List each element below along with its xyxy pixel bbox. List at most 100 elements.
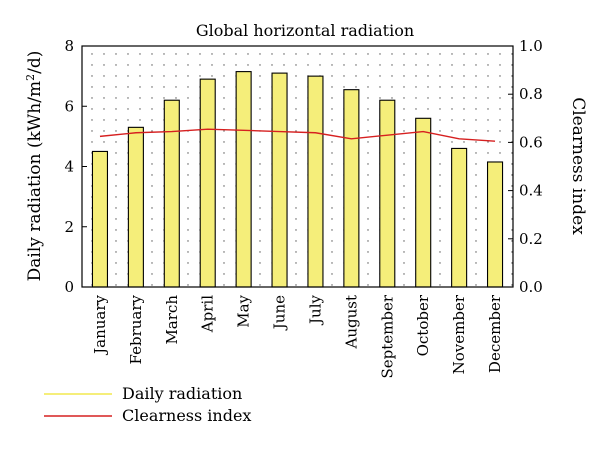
grid-dot <box>115 251 117 253</box>
grid-dot <box>367 163 369 165</box>
grid-dot <box>187 163 189 165</box>
grid-dot <box>331 141 333 143</box>
grid-dot <box>259 229 261 231</box>
grid-dot <box>103 141 105 143</box>
grid-dot <box>115 108 117 110</box>
grid-dot <box>499 108 501 110</box>
grid-dot <box>151 130 153 132</box>
right-tick-label: 0.4 <box>519 182 543 200</box>
grid-dot <box>115 218 117 220</box>
bar-january <box>91 150 109 288</box>
grid-dot <box>223 185 225 187</box>
bar-may <box>235 71 252 288</box>
grid-dot <box>331 207 333 209</box>
grid-dot <box>91 75 93 77</box>
grid-dot <box>367 229 369 231</box>
grid-dot <box>175 53 177 55</box>
grid-dot <box>103 75 105 77</box>
grid-dot <box>511 119 513 121</box>
legend-daily-radiation-label: Daily radiation <box>122 384 242 403</box>
grid-dot <box>91 130 93 132</box>
grid-dot <box>427 108 429 110</box>
grid-dot <box>439 273 441 275</box>
category-label-may: May <box>235 294 253 327</box>
grid-dot <box>283 53 285 55</box>
right-axis-label: Clearness index <box>568 97 588 235</box>
grid-dot <box>427 86 429 88</box>
left-tick-label: 0 <box>64 278 74 296</box>
grid-dot <box>199 53 201 55</box>
grid-dot <box>271 64 273 66</box>
grid-dot <box>115 130 117 132</box>
grid-dot <box>439 141 441 143</box>
grid-dot <box>115 284 117 286</box>
grid-dot <box>439 174 441 176</box>
grid-dot <box>259 251 261 253</box>
grid-dot <box>475 86 477 88</box>
grid-dot <box>403 130 405 132</box>
grid-dot <box>439 108 441 110</box>
grid-dot <box>259 196 261 198</box>
grid-dot <box>403 141 405 143</box>
grid-dot <box>427 97 429 99</box>
grid-dot <box>295 97 297 99</box>
grid-dot <box>475 152 477 154</box>
grid-dot <box>259 97 261 99</box>
grid-dot <box>439 119 441 121</box>
grid-dot <box>139 119 141 121</box>
grid-dot <box>451 86 453 88</box>
grid-dot <box>511 97 513 99</box>
grid-dot <box>511 229 513 231</box>
grid-dot <box>151 53 153 55</box>
grid-dot <box>511 174 513 176</box>
grid-dot <box>367 75 369 77</box>
grid-dot <box>499 97 501 99</box>
category-label-april: April <box>199 295 217 333</box>
grid-dot <box>343 86 345 88</box>
grid-dot <box>331 130 333 132</box>
grid-dot <box>187 86 189 88</box>
grid-dot <box>331 97 333 99</box>
grid-dot <box>367 284 369 286</box>
grid-dot <box>295 53 297 55</box>
grid-dot <box>115 207 117 209</box>
grid-dot <box>499 53 501 55</box>
grid-dot <box>367 64 369 66</box>
grid-dot <box>331 108 333 110</box>
grid-dot <box>403 284 405 286</box>
grid-dot <box>259 86 261 88</box>
grid-dot <box>367 262 369 264</box>
grid-dot <box>367 273 369 275</box>
grid-dot <box>247 53 249 55</box>
grid-dot <box>511 130 513 132</box>
grid-dot <box>379 75 381 77</box>
grid-dot <box>331 262 333 264</box>
grid-dot <box>511 218 513 220</box>
grid-dot <box>499 141 501 143</box>
grid-dot <box>103 119 105 121</box>
grid-dot <box>139 97 141 99</box>
grid-dot <box>415 97 417 99</box>
grid-dot <box>475 119 477 121</box>
grid-dot <box>463 141 465 143</box>
grid-dot <box>223 196 225 198</box>
grid-dot <box>187 141 189 143</box>
grid-dot <box>259 284 261 286</box>
grid-dot <box>115 64 117 66</box>
grid-dot <box>379 97 381 99</box>
bar-april <box>199 78 216 288</box>
grid-dot <box>127 86 129 88</box>
grid-dot <box>295 284 297 286</box>
grid-dot <box>463 97 465 99</box>
grid-dot <box>403 97 405 99</box>
grid-dot <box>223 64 225 66</box>
grid-dot <box>439 251 441 253</box>
bar-march <box>163 99 180 288</box>
bars <box>91 71 504 288</box>
grid-dot <box>175 86 177 88</box>
grid-dot <box>331 273 333 275</box>
grid-dot <box>115 152 117 154</box>
grid-dot <box>379 53 381 55</box>
grid-dot <box>151 86 153 88</box>
grid-dot <box>487 53 489 55</box>
